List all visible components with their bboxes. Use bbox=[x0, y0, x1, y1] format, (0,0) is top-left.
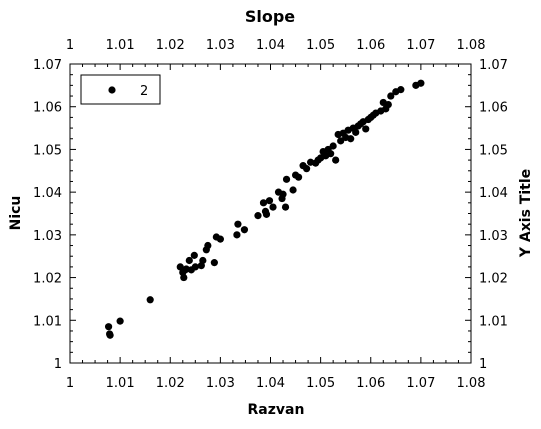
scatter-point bbox=[185, 256, 193, 265]
x-tick-label: 1.05 bbox=[306, 376, 335, 391]
y-tick-label: 1.07 bbox=[33, 58, 62, 73]
y-tick-label-right: 1.01 bbox=[479, 314, 508, 329]
x-axis-title: Razvan bbox=[248, 402, 305, 418]
x-tick-label-top: 1.03 bbox=[206, 38, 235, 53]
scatter-point bbox=[294, 173, 303, 181]
y-tick-label: 1.06 bbox=[33, 101, 62, 116]
scatter-point bbox=[199, 256, 207, 265]
x-tick-label: 1.08 bbox=[457, 376, 486, 391]
legend-marker bbox=[108, 86, 116, 94]
x-tick-label-top: 1.06 bbox=[356, 38, 385, 53]
tick-labels: 111.011.011.021.021.031.031.041.041.051.… bbox=[33, 38, 508, 391]
scatter-point bbox=[352, 128, 360, 136]
scatter-point bbox=[332, 156, 340, 164]
x-tick-label: 1.03 bbox=[206, 376, 235, 391]
scatter-point bbox=[279, 190, 287, 198]
x-tick-label-top: 1.02 bbox=[156, 38, 185, 53]
scatter-point bbox=[191, 263, 199, 271]
y-tick-label-right: 1.04 bbox=[479, 186, 508, 201]
x-tick-label-top: 1 bbox=[66, 38, 74, 53]
scatter-point bbox=[384, 100, 392, 109]
y-axis-title-right: Y Axis Title bbox=[518, 169, 534, 258]
legend-label: 2 bbox=[140, 84, 148, 99]
y-tick-label: 1.01 bbox=[33, 314, 62, 329]
scatter-point bbox=[347, 135, 355, 143]
scatter-point bbox=[289, 186, 297, 194]
scatter-point bbox=[397, 86, 405, 94]
y-tick-label: 1.02 bbox=[33, 272, 62, 287]
scatter-point bbox=[234, 220, 242, 228]
scatter-point bbox=[190, 251, 198, 259]
scatter-point bbox=[180, 273, 188, 282]
y-tick-label: 1.03 bbox=[33, 229, 62, 244]
scatter-point bbox=[262, 210, 271, 218]
y-tick-label-right: 1 bbox=[479, 357, 487, 372]
y-tick-label-right: 1.06 bbox=[479, 101, 508, 116]
y-tick-label-right: 1.02 bbox=[479, 272, 508, 287]
scatter-point bbox=[259, 199, 268, 207]
y-tick-label-right: 1.03 bbox=[479, 229, 508, 244]
x-tick-label-top: 1.01 bbox=[106, 38, 135, 53]
x-tick-label: 1.04 bbox=[256, 376, 285, 391]
scatter-point bbox=[417, 79, 425, 87]
x-tick-label-top: 1.04 bbox=[256, 38, 285, 53]
scatter-point bbox=[265, 197, 274, 205]
y-tick-label: 1 bbox=[54, 357, 62, 372]
y-tick-label: 1.04 bbox=[33, 186, 62, 201]
scatter-point bbox=[387, 92, 395, 100]
scatter-point bbox=[362, 125, 370, 133]
scatter-point bbox=[327, 150, 335, 158]
x-tick-label: 1.01 bbox=[106, 376, 135, 391]
data-points bbox=[104, 79, 425, 339]
scatter-point bbox=[204, 241, 212, 250]
scatter-point bbox=[210, 259, 218, 267]
scatter-point bbox=[240, 226, 249, 234]
scatter-point bbox=[254, 212, 262, 220]
scatter-point bbox=[282, 175, 291, 183]
x-tick-label-top: 1.05 bbox=[306, 38, 335, 53]
scatter-point bbox=[216, 235, 224, 243]
scatter-point bbox=[146, 296, 154, 304]
y-tick-label-right: 1.07 bbox=[479, 58, 508, 73]
y-tick-label-right: 1.05 bbox=[479, 143, 508, 158]
scatter-point bbox=[104, 323, 113, 331]
x-tick-label-top: 1.07 bbox=[406, 38, 435, 53]
scatter-point bbox=[329, 142, 337, 150]
scatter-point bbox=[269, 203, 277, 211]
x-tick-label: 1 bbox=[66, 376, 74, 391]
scatter-point bbox=[281, 203, 290, 211]
scatter-point bbox=[302, 165, 311, 173]
scatter-point bbox=[106, 331, 114, 339]
legend: 2 bbox=[80, 74, 161, 105]
x-tick-label: 1.02 bbox=[156, 376, 185, 391]
x-tick-label-top: 1.08 bbox=[457, 38, 486, 53]
legend-box bbox=[80, 74, 161, 105]
x-tick-label: 1.06 bbox=[356, 376, 385, 391]
chart-title: Slope bbox=[245, 7, 295, 26]
plot-frame bbox=[69, 63, 472, 364]
x-tick-label: 1.07 bbox=[406, 376, 435, 391]
y-tick-label: 1.05 bbox=[33, 143, 62, 158]
y-axis-title-left: Nicu bbox=[8, 196, 24, 231]
scatter-point bbox=[233, 231, 241, 239]
tick-marks bbox=[69, 63, 472, 364]
scatter-point bbox=[116, 317, 124, 325]
